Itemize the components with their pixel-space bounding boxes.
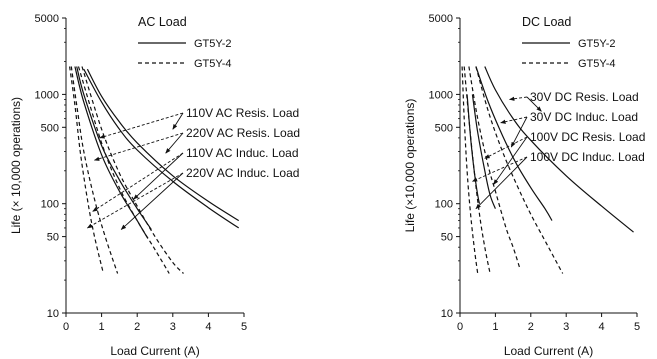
- chart-title: AC Load: [138, 15, 187, 29]
- legend-label: GT5Y-2: [194, 38, 232, 50]
- x-tick-label: 1: [492, 321, 498, 333]
- legend-label: GT5Y-2: [578, 38, 616, 50]
- annotation-leader-arrow: [92, 152, 184, 212]
- y-tick-label: 50: [47, 232, 59, 244]
- legend-label: GT5Y-4: [578, 58, 616, 70]
- x-tick-label: 5: [241, 321, 247, 333]
- x-axis-label: Load Current (A): [110, 344, 199, 358]
- series-line-gt5y-4-7: [461, 66, 479, 274]
- y-tick-label: 10: [441, 308, 453, 320]
- series-line-gt5y-2-1: [475, 66, 553, 221]
- series-line-gt5y-2-0: [86, 68, 240, 222]
- y-tick-label: 1000: [429, 89, 453, 101]
- y-tick-label: 5000: [35, 13, 59, 25]
- y-tick-label: 500: [435, 122, 453, 134]
- load-annotation: 110V AC Resis. Load: [186, 106, 299, 120]
- series-line-gt5y-4-5: [468, 66, 521, 270]
- series-line-gt5y-2-2: [76, 66, 152, 230]
- x-tick-label: 1: [99, 321, 105, 333]
- x-tick-label: 3: [170, 321, 176, 333]
- y-tick-label: 5000: [429, 13, 453, 25]
- series-line-gt5y-4-7: [69, 66, 104, 274]
- y-axis-label: Life (× 10,000 operations): [9, 97, 23, 234]
- annotation-leader-arrow: [526, 96, 542, 112]
- load-annotation: 220V AC Resis. Load: [186, 126, 300, 140]
- x-tick-label: 2: [528, 321, 534, 333]
- annotation-leader-arrow: [93, 132, 184, 161]
- annotation-leader-arrow: [500, 116, 528, 124]
- series-line-gt5y-2-3: [74, 66, 149, 239]
- x-tick-label: 0: [457, 321, 463, 333]
- legend-label: GT5Y-4: [194, 58, 232, 70]
- series-line-gt5y-2-2: [471, 94, 496, 209]
- load-annotation: 100V DC Induc. Load: [530, 150, 645, 164]
- x-tick-label: 4: [599, 321, 605, 333]
- load-annotation: 110V AC Induc. Load: [186, 146, 299, 160]
- annotation-leader-arrow: [510, 116, 528, 148]
- annotation-leader-arrow: [484, 136, 528, 159]
- y-tick-label: 500: [41, 122, 59, 134]
- series-line-gt5y-4-4: [81, 66, 184, 274]
- y-tick-label: 100: [435, 199, 453, 211]
- annotation-leader-arrow: [120, 172, 184, 230]
- x-tick-label: 0: [63, 321, 69, 333]
- chart-title: DC Load: [522, 15, 571, 29]
- annotation-leader-arrow: [86, 172, 184, 229]
- series-line-gt5y-2-1: [83, 68, 240, 229]
- series-line-gt5y-4-6: [463, 66, 491, 274]
- annotation-leader-arrow: [509, 96, 528, 101]
- annotation-leader-arrow: [99, 112, 184, 139]
- x-tick-label: 4: [205, 321, 211, 333]
- load-annotation: 100V DC Resis. Load: [530, 130, 645, 144]
- dc-load-chart: 10 50 100 500 1000 5000 0 1 2 3 4 5 Load Current (A)…: [403, 13, 645, 358]
- annotation-leader-arrow: [165, 132, 184, 154]
- y-tick-label: 1000: [35, 89, 59, 101]
- x-tick-label: 3: [563, 321, 569, 333]
- x-tick-label: 2: [134, 321, 140, 333]
- annotation-leader-arrow: [133, 152, 184, 200]
- annotation-leader-arrow: [172, 112, 184, 130]
- load-annotation: 30V DC Induc. Load: [530, 110, 638, 124]
- series-line-gt5y-2-3: [466, 94, 481, 204]
- y-axis-label: Life (×10,000 operations): [403, 99, 417, 233]
- y-tick-label: 10: [47, 308, 59, 320]
- load-annotation: 220V AC Induc. Load: [186, 166, 299, 180]
- y-tick-label: 50: [441, 232, 453, 244]
- ac-load-chart: 10 50 100 500 1000 5000 0 1 2 3 4 5 Load Current (A)…: [9, 13, 300, 358]
- x-axis-label: Load Current (A): [504, 344, 593, 358]
- series-line-gt5y-4-6: [70, 66, 119, 274]
- annotation-leader-arrow: [493, 136, 528, 185]
- x-tick-label: 5: [634, 321, 640, 333]
- annotation-leader-arrow: [475, 156, 528, 210]
- y-tick-label: 100: [41, 199, 59, 211]
- load-annotation: 30V DC Resis. Load: [530, 90, 639, 104]
- series-line-gt5y-2-0: [484, 66, 634, 233]
- series-line-gt5y-4-5: [77, 66, 170, 274]
